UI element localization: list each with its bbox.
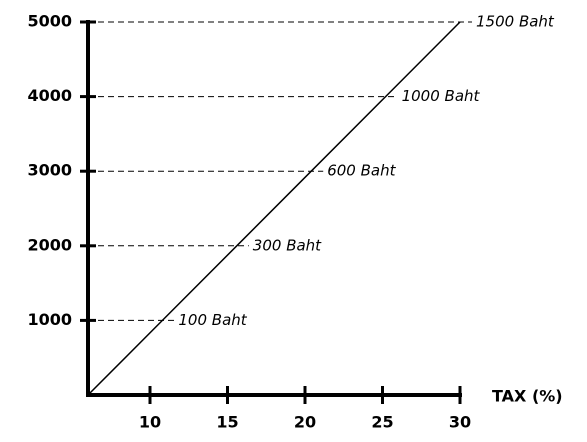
y-tick-label: 5000	[27, 12, 72, 31]
x-tick-label: 20	[294, 413, 316, 432]
point-label: 1500 Baht	[476, 13, 555, 31]
point-label: 100 Baht	[178, 311, 247, 329]
y-tick-label: 4000	[27, 86, 72, 105]
x-tick-label: 10	[139, 413, 161, 432]
x-axis-label: TAX (%)	[492, 387, 563, 406]
x-tick-label: 15	[216, 413, 238, 432]
data-line	[87, 21, 461, 396]
point-label: 600 Baht	[327, 162, 396, 180]
x-tick-label: 25	[371, 413, 393, 432]
y-tick-label: 1000	[27, 310, 72, 329]
y-tick-label: 2000	[27, 235, 72, 254]
point-label: 300 Baht	[253, 236, 322, 254]
point-label: 1000 Baht	[402, 87, 481, 105]
x-tick-label: 30	[449, 413, 471, 432]
y-tick-label: 3000	[27, 161, 72, 180]
